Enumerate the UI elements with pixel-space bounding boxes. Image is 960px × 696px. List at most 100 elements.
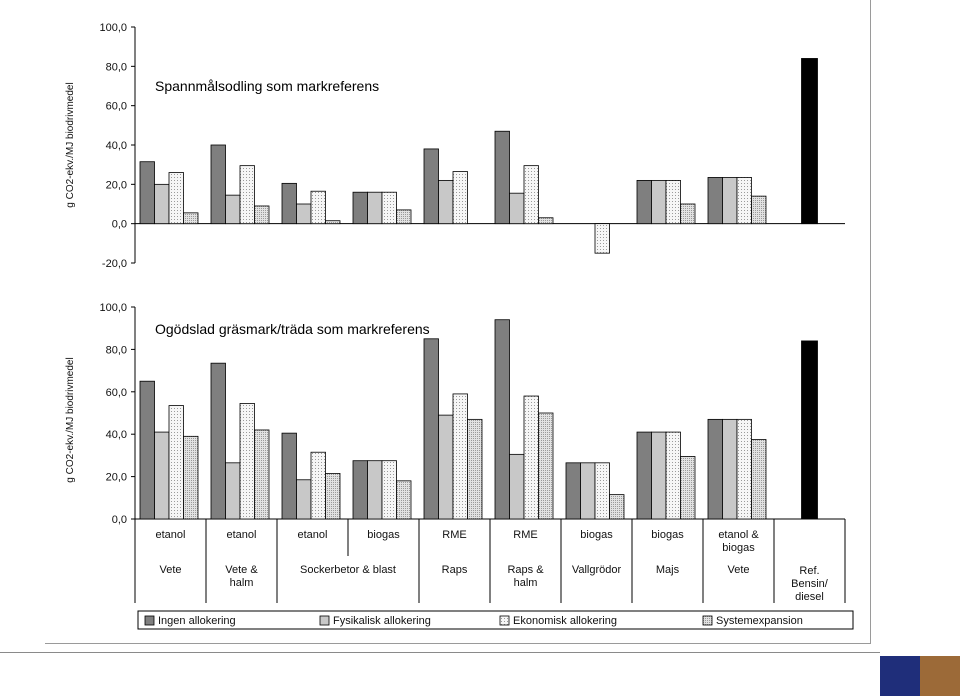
bar-fysikalisk-allokering xyxy=(296,203,312,225)
corner-brown-block xyxy=(920,656,960,696)
bar-ingen-allokering xyxy=(494,130,510,225)
bar-ingen-allokering xyxy=(281,432,297,520)
bar-fysikalisk-allokering xyxy=(154,431,170,520)
bar-ekonomisk-allokering xyxy=(452,393,468,520)
bar-fysikalisk-allokering xyxy=(722,418,738,520)
bar-systemexpansion xyxy=(254,429,270,520)
bar-fysikalisk-allokering xyxy=(367,191,383,225)
figure-panel: -20,0 0,0 20,0 40,0 60,0 80,0 100,0 g CO2-ekv./… xyxy=(45,0,871,644)
category-label-crop: diesel xyxy=(795,591,824,603)
y-tick-label: 80,0 xyxy=(106,61,127,73)
y-tick-label: 0,0 xyxy=(112,514,127,526)
bar-systemexpansion xyxy=(325,473,341,520)
bar-ekonomisk-allokering xyxy=(523,395,539,520)
category-label-product: RME xyxy=(442,529,466,541)
category-label-product: etanol xyxy=(156,529,186,541)
bar-fysikalisk-allokering xyxy=(154,183,170,225)
bar-systemexpansion xyxy=(325,220,341,225)
category-label-product: etanol & xyxy=(718,529,759,541)
bar-fysikalisk-allokering xyxy=(438,179,454,225)
bar-ref- xyxy=(801,58,818,225)
bar-ekonomisk-allokering xyxy=(168,405,184,520)
bar-systemexpansion xyxy=(609,494,625,520)
y-tick-label: 60,0 xyxy=(106,101,127,113)
bar-fysikalisk-allokering xyxy=(651,431,667,520)
bar-fysikalisk-allokering xyxy=(580,462,596,520)
bar-systemexpansion xyxy=(751,439,767,520)
bar-fysikalisk-allokering xyxy=(225,462,241,520)
bar-systemexpansion xyxy=(254,205,270,225)
category-label-crop: halm xyxy=(230,577,254,589)
legend-label: Fysikalisk allokering xyxy=(333,615,431,627)
category-label-crop: Vete & xyxy=(225,564,258,576)
bar-fysikalisk-allokering xyxy=(722,177,738,225)
bar-fysikalisk-allokering xyxy=(296,479,312,520)
bar-systemexpansion xyxy=(396,209,412,225)
bar-ingen-allokering xyxy=(352,191,368,225)
bar-ingen-allokering xyxy=(210,362,226,520)
category-label-product: biogas xyxy=(367,529,400,541)
panel-title: Spannmålsodling som markreferens xyxy=(155,78,379,94)
y-tick-label: 80,0 xyxy=(106,344,127,356)
bar-systemexpansion xyxy=(538,412,554,520)
legend-swatch xyxy=(499,615,510,626)
category-label-crop: Vete xyxy=(727,564,749,576)
bar-systemexpansion xyxy=(751,195,767,225)
y-tick-label: 60,0 xyxy=(106,387,127,399)
category-label-product: etanol xyxy=(298,529,328,541)
bar-systemexpansion xyxy=(680,456,696,520)
bar-ekonomisk-allokering xyxy=(239,165,255,225)
category-label-crop: Vete xyxy=(159,564,181,576)
y-tick-label: 40,0 xyxy=(106,140,127,152)
bar-ekonomisk-allokering xyxy=(310,190,326,225)
category-label-crop: Ref. xyxy=(799,565,819,577)
bar-ref- xyxy=(801,340,818,520)
category-label-crop: Sockerbetor & blast xyxy=(300,564,396,576)
category-label-crop: halm xyxy=(514,577,538,589)
bar-fysikalisk-allokering xyxy=(367,460,383,520)
bar-ekonomisk-allokering xyxy=(736,418,752,520)
bar-ekonomisk-allokering xyxy=(168,172,184,225)
slide-bottom-rule xyxy=(0,652,880,653)
bar-systemexpansion xyxy=(183,212,199,225)
bar-ingen-allokering xyxy=(707,418,723,520)
category-label-crop: Vallgrödor xyxy=(572,564,622,576)
bar-systemexpansion xyxy=(680,203,696,225)
bar-ekonomisk-allokering xyxy=(381,191,397,225)
y-tick-label: 0,0 xyxy=(112,219,127,231)
y-axis-label: g CO2-ekv./MJ biodrivmedel xyxy=(65,82,76,207)
legend-swatch xyxy=(702,615,713,626)
y-tick-label: 20,0 xyxy=(106,472,127,484)
category-label-product: biogas xyxy=(722,542,755,554)
bar-ingen-allokering xyxy=(423,338,439,520)
bar-ingen-allokering xyxy=(210,144,226,225)
bar-systemexpansion xyxy=(538,217,554,225)
y-axis-label: g CO2-ekv./MJ biodrivmedel xyxy=(65,357,76,482)
bar-ekonomisk-allokering xyxy=(594,223,610,254)
y-tick-label: 100,0 xyxy=(99,302,127,314)
category-label-crop: Raps xyxy=(442,564,468,576)
bar-ekonomisk-allokering xyxy=(594,462,610,520)
category-label-product: biogas xyxy=(580,529,613,541)
category-label-crop: Majs xyxy=(656,564,680,576)
legend-swatch xyxy=(319,615,330,626)
bar-systemexpansion xyxy=(467,418,483,520)
bar-ekonomisk-allokering xyxy=(665,179,681,225)
bar-ingen-allokering xyxy=(352,460,368,520)
bar-ingen-allokering xyxy=(494,319,510,520)
y-tick-label: -20,0 xyxy=(102,258,127,270)
bar-fysikalisk-allokering xyxy=(651,179,667,225)
bar-ingen-allokering xyxy=(636,431,652,520)
bar-ingen-allokering xyxy=(139,161,155,225)
y-tick-label: 20,0 xyxy=(106,179,127,191)
bar-ingen-allokering xyxy=(423,148,439,225)
bar-ekonomisk-allokering xyxy=(239,403,255,520)
bar-ingen-allokering xyxy=(636,179,652,225)
y-tick-label: 100,0 xyxy=(99,22,127,34)
bar-ekonomisk-allokering xyxy=(523,165,539,225)
bar-fysikalisk-allokering xyxy=(509,453,525,520)
legend-box xyxy=(137,610,854,630)
bar-ekonomisk-allokering xyxy=(665,431,681,520)
y-tick-label: 40,0 xyxy=(106,429,127,441)
bar-ekonomisk-allokering xyxy=(310,451,326,520)
